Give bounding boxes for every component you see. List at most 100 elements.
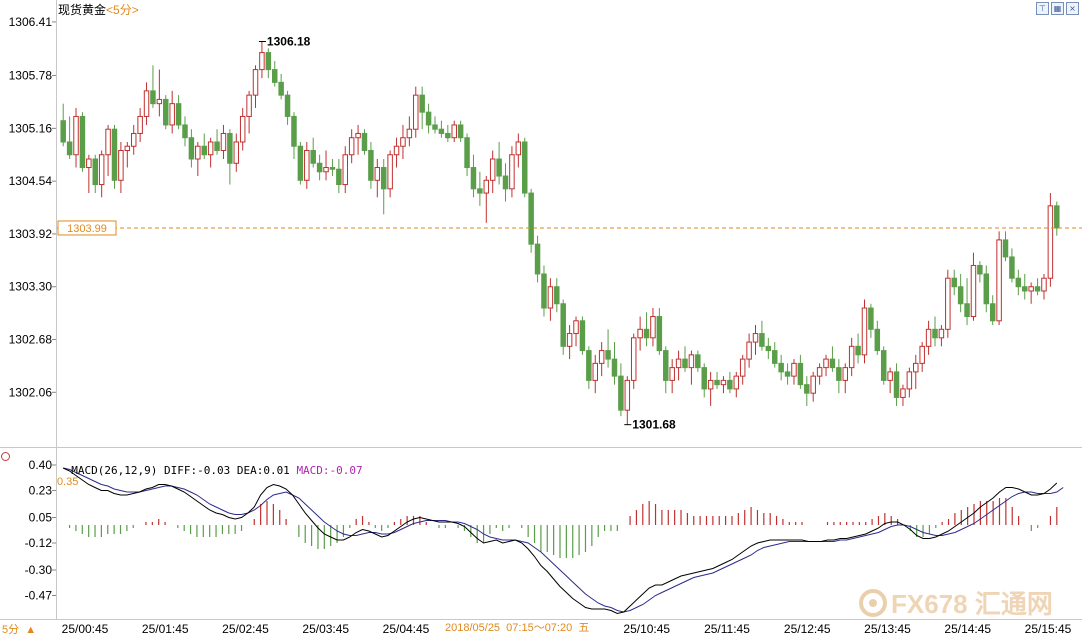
candle (477, 171, 483, 206)
candle-body (182, 124, 188, 139)
candle-body (66, 141, 73, 156)
macd-tick-label: -0.47 (25, 589, 53, 603)
candle (143, 82, 150, 125)
pin-top-icon[interactable]: ⊤ (1036, 2, 1049, 15)
candle (502, 163, 509, 202)
candle-body (707, 379, 714, 390)
candle (989, 295, 996, 326)
candle-body (772, 350, 778, 364)
candle (970, 252, 977, 321)
candle-body (913, 362, 919, 373)
candle-body (509, 154, 515, 190)
candle-body (759, 333, 765, 347)
candle (220, 124, 227, 160)
candle-body (797, 362, 804, 386)
candle (92, 154, 98, 194)
candle (470, 154, 477, 198)
time-tick-label: 25/00:45 (62, 622, 109, 636)
candle (836, 359, 842, 394)
candle-body (554, 286, 560, 305)
candle (752, 325, 759, 355)
candle (848, 337, 855, 377)
candle (278, 73, 284, 100)
candle (239, 107, 246, 151)
candle-body (1041, 277, 1047, 292)
candle (1034, 278, 1041, 296)
candle (79, 112, 86, 172)
candle (1009, 248, 1015, 283)
candle-body (457, 124, 464, 139)
high-price-label: 1306.18 (267, 35, 311, 49)
candle-body (784, 371, 791, 377)
candle (118, 141, 124, 194)
candle-body (695, 354, 701, 369)
candle (86, 154, 92, 194)
candle (727, 371, 733, 394)
close-icon[interactable]: × (1066, 2, 1079, 15)
candle-body (111, 128, 118, 181)
candle-body (752, 333, 759, 343)
candle-body (861, 307, 868, 356)
macd-tick-label: 0.23 (29, 484, 53, 498)
candle-body (515, 141, 522, 156)
macd-legend: MACD(26,12,9) DIFF:-0.03 DEA:0.01 MACD:-… (58, 451, 362, 477)
candle-body (163, 98, 169, 126)
candle (861, 299, 868, 364)
candle-body (1015, 277, 1022, 288)
candle (797, 354, 804, 389)
candle (957, 273, 964, 313)
candle (445, 124, 451, 142)
time-tick-label: 25/14:45 (944, 622, 991, 636)
candle-body (714, 379, 720, 386)
period-label[interactable]: 5分 (113, 3, 132, 17)
candle-body (656, 316, 663, 352)
dea-line (63, 467, 1064, 613)
price-tick-label: 1304.54 (9, 174, 53, 188)
candle (586, 346, 592, 389)
candle (675, 350, 682, 381)
candle-body (98, 154, 105, 186)
candle-body (169, 103, 175, 126)
candle (522, 137, 528, 198)
candle (528, 188, 534, 253)
candle-body (957, 286, 964, 305)
candle (73, 107, 79, 168)
candle-body (624, 379, 631, 411)
period-dropdown-icon: ▲ (25, 624, 37, 636)
period-button[interactable]: 5分 ▲ (2, 623, 36, 638)
candle (265, 48, 272, 79)
candle (932, 316, 938, 347)
candle (489, 150, 496, 194)
candle (880, 346, 887, 385)
candle (650, 308, 656, 347)
candle-body (130, 132, 137, 147)
candle (406, 116, 413, 147)
candle-body (611, 358, 618, 377)
candle (900, 384, 906, 406)
candle-body (848, 345, 855, 369)
diff-line (62, 467, 1058, 615)
candle-body (688, 354, 695, 369)
candle (483, 176, 490, 223)
candle-body (477, 188, 483, 194)
candle (688, 350, 695, 385)
candle (919, 342, 925, 372)
candle (759, 320, 765, 351)
candle-body (60, 120, 66, 143)
candle (124, 141, 131, 168)
candle (618, 363, 624, 417)
candle-body (701, 367, 707, 390)
chart-type-icon[interactable]: ▦ (1051, 2, 1064, 15)
price-tick-label: 1303.92 (9, 227, 53, 241)
candle (66, 116, 73, 160)
candle-body (137, 115, 143, 134)
candle-body (1028, 286, 1034, 292)
candle (342, 146, 348, 194)
candle-body (925, 328, 932, 347)
candle-body (73, 115, 79, 156)
candle-body (310, 149, 316, 164)
watermark-dot (869, 599, 877, 607)
candle-body (618, 375, 624, 411)
candle-body (887, 371, 893, 381)
macd-settings-icon[interactable] (1, 452, 10, 461)
